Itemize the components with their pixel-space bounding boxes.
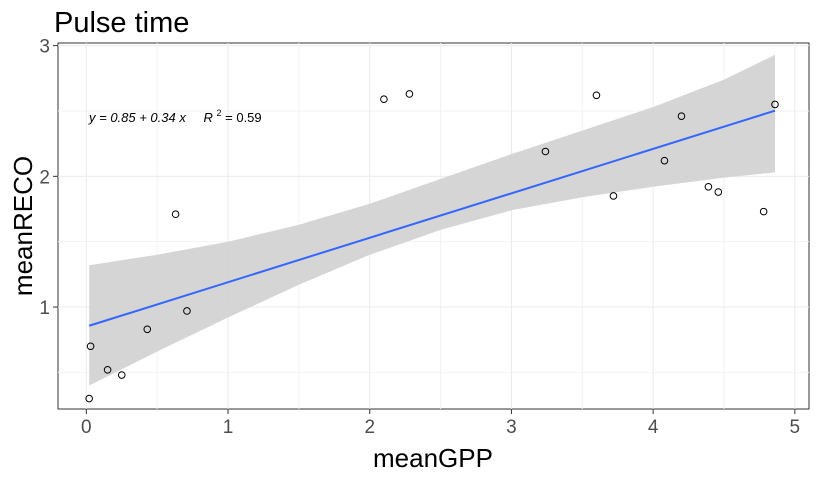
r2-value: = 0.59 (225, 110, 262, 125)
x-tick-label: 0 (81, 417, 92, 438)
x-axis-title: meanGPP (373, 443, 493, 473)
data-point (771, 100, 779, 109)
data-point (85, 394, 93, 403)
regression-equation: y = 0.85 + 0.34 x R 2 = 0.59 (88, 104, 262, 125)
data-point (677, 112, 686, 120)
data-point (405, 90, 414, 98)
equation-text: y = 0.85 + 0.34 x (88, 110, 186, 125)
r2-symbol: R (203, 110, 212, 125)
data-point (183, 307, 191, 315)
r2-superscript: 2 (217, 108, 222, 118)
data-point (117, 371, 126, 379)
data-point (592, 91, 601, 100)
data-points (85, 90, 779, 403)
data-point (714, 188, 723, 196)
data-point (380, 95, 388, 104)
x-tick-label: 2 (364, 417, 375, 438)
y-tick-label: 2 (39, 167, 50, 188)
data-point (171, 210, 180, 219)
x-tick-label: 4 (648, 417, 659, 438)
confidence-band-area (89, 54, 775, 386)
x-tick-label: 5 (790, 417, 801, 438)
x-tick-label: 3 (506, 417, 517, 438)
regression-line (88, 109, 776, 327)
data-point (541, 147, 550, 156)
data-point (86, 342, 95, 351)
regression-line-path (88, 109, 776, 327)
y-axis-ticks: 1 2 3 (39, 37, 58, 319)
y-tick-label: 3 (39, 37, 50, 58)
x-tick-label: 1 (223, 417, 234, 438)
y-tick-label: 1 (39, 298, 50, 319)
data-point (660, 156, 669, 165)
data-point (609, 192, 618, 200)
x-axis-ticks: 0 1 2 3 4 5 (81, 409, 800, 438)
data-point (704, 182, 713, 191)
confidence-band (89, 54, 775, 386)
chart-title: Pulse time (54, 7, 189, 39)
data-point (759, 207, 768, 216)
data-point (103, 365, 112, 374)
data-point (143, 325, 152, 334)
y-axis-title: meanRECO (8, 156, 38, 296)
